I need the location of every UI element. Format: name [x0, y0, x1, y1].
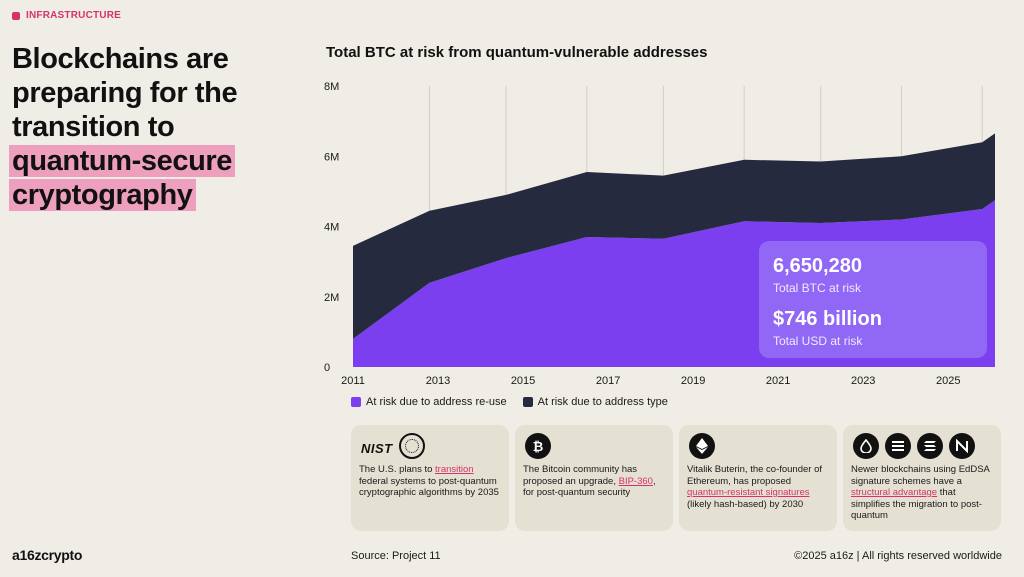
legend-label-reuse: At risk due to address re-use: [366, 396, 507, 408]
total-btc-value: 6,650,280: [773, 255, 862, 277]
quantum-resistant-signatures-link[interactable]: quantum-resistant signatures: [687, 487, 810, 498]
card-eddsa: Newer blockchains using EdDSA signature …: [843, 425, 1001, 531]
x-tick-label: 2011: [341, 375, 365, 387]
x-tick-label: 2019: [681, 375, 705, 387]
card-ethereum-text: Vitalik Buterin, the co-founder of Ether…: [687, 464, 823, 510]
ethereum-icon: [689, 433, 715, 459]
x-tick-label: 2013: [426, 375, 450, 387]
near-icon: [949, 433, 975, 459]
total-callout: 6,650,280 Total BTC at risk $746 billion…: [759, 241, 987, 358]
page-headline: Blockchains are preparing for the transi…: [9, 42, 312, 212]
legend-swatch-type: [522, 397, 533, 407]
seal-icon: [398, 433, 425, 459]
transition-link[interactable]: transition: [435, 464, 474, 475]
tag-square-icon: [12, 11, 20, 20]
legend-item-type: At risk due to address type: [522, 396, 668, 408]
total-usd-label: Total USD at risk: [773, 334, 863, 348]
series-area-address-type: [353, 133, 995, 339]
card-bitcoin: ₿ The Bitcoin community has proposed an …: [515, 425, 673, 531]
card-nist: NIST The U.S. plans to transition federa…: [351, 425, 509, 531]
total-usd-value: $746 billion: [773, 308, 882, 330]
x-tick-label: 2017: [596, 375, 620, 387]
headline-line-3: transition to: [12, 111, 175, 143]
headline-highlight-line-5: cryptography: [9, 179, 196, 211]
x-tick-label: 2021: [766, 375, 790, 387]
stack-icon: [885, 433, 911, 459]
x-tick-label: 2015: [511, 375, 535, 387]
y-tick-label: 6M: [324, 151, 339, 163]
card-eddsa-text: Newer blockchains using EdDSA signature …: [851, 464, 990, 521]
legend-item-reuse: At risk due to address re-use: [351, 396, 507, 408]
nist-logo: NIST: [361, 440, 393, 456]
solana-icon: [917, 433, 943, 459]
y-tick-label: 2M: [324, 292, 339, 304]
card-bitcoin-text: The Bitcoin community has proposed an up…: [523, 464, 656, 498]
category-tag-label: INFRASTRUCTURE: [26, 10, 122, 21]
y-tick-label: 4M: [324, 222, 339, 234]
bip-360-link[interactable]: BIP-360: [618, 475, 653, 487]
legend-label-type: At risk due to address type: [537, 396, 668, 408]
x-tick-label: 2023: [851, 375, 875, 387]
category-tag: INFRASTRUCTURE: [12, 10, 121, 21]
y-tick-label: 0: [324, 362, 330, 374]
total-btc-label: Total BTC at risk: [773, 281, 862, 295]
copyright-note: ©2025 a16z | All rights reserved worldwi…: [794, 550, 1002, 562]
card-nist-text: The U.S. plans to transition federal sys…: [359, 464, 499, 498]
headline-highlight-line-4: quantum-secure: [9, 145, 235, 177]
chart-legend: At risk due to address re-use At risk du…: [351, 396, 668, 408]
structural-advantage-link[interactable]: structural advantage: [851, 487, 938, 498]
source-note: Source: Project 11: [351, 550, 441, 562]
drop-icon: [853, 433, 879, 459]
legend-swatch-reuse: [351, 397, 361, 407]
chart-title: Total BTC at risk from quantum-vulnerabl…: [326, 44, 708, 61]
x-tick-label: 2025: [936, 375, 960, 387]
headline-line-1: Blockchains are: [12, 43, 229, 75]
a16z-logo: a16zcrypto: [12, 547, 83, 563]
y-tick-label: 8M: [324, 81, 339, 93]
card-ethereum: Vitalik Buterin, the co-founder of Ether…: [679, 425, 837, 531]
headline-line-2: preparing for the: [12, 77, 238, 109]
bitcoin-icon: ₿: [525, 433, 551, 459]
